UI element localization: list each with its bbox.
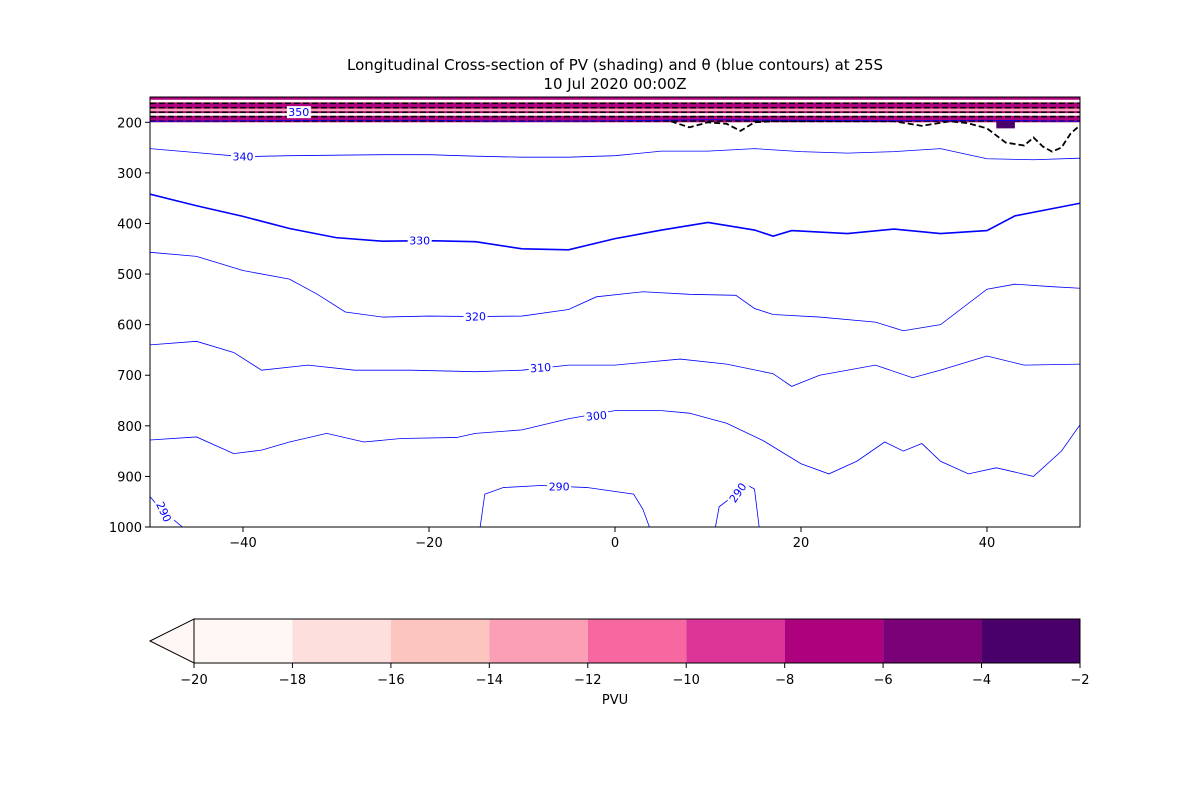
theta-contour-340 [150, 148, 1080, 161]
theta-contour-300 [150, 410, 1080, 477]
colorbar-tick-label: −20 [180, 673, 207, 688]
y-tick-label: 600 [117, 319, 142, 334]
x-tick-label: 40 [979, 536, 996, 551]
colorbar-tick-label: −14 [476, 673, 503, 688]
contour-label-bg [463, 310, 488, 323]
theta-contour-310 [150, 340, 1080, 387]
y-tick-label: 1000 [109, 521, 142, 536]
y-tick-label: 200 [117, 116, 142, 131]
contour-label-330: 330 [409, 235, 430, 248]
y-tick-label: 500 [117, 268, 142, 283]
colorbar-cell [686, 619, 785, 663]
contour-label-bg [583, 408, 609, 423]
contour-label-350: 350 [288, 106, 309, 119]
theta-contour-320 [150, 251, 1080, 332]
y-tick-label: 800 [117, 420, 142, 435]
colorbar-tick-label: −8 [775, 673, 794, 688]
colorbar-cell [883, 619, 982, 663]
contour-label-bg [286, 106, 311, 119]
colorbar-cell [292, 619, 391, 663]
pv-colorbar: −20 −18 −16 −14 −12 −10 −8 −6 −4 −2 PVU [148, 618, 1090, 708]
colorbar-tick-label: −12 [574, 673, 601, 688]
y-tick-label: 300 [117, 167, 142, 182]
contour-label-bg [547, 480, 572, 493]
contour-label-bg [153, 498, 175, 526]
y-tick-label: 700 [117, 369, 142, 384]
theta-contour-330 [150, 193, 1080, 251]
x-axis: −40 −20 0 20 40 [229, 527, 995, 551]
x-tick-label: −20 [415, 536, 442, 551]
colorbar-frame [193, 618, 1081, 664]
colorbar-cell [981, 619, 1080, 663]
colorbar-tick-label: −2 [1070, 673, 1089, 688]
colorbar-tick-label: −18 [279, 673, 306, 688]
colorbar-cell [390, 619, 490, 663]
x-tick-label: 0 [611, 536, 619, 551]
contour-label-bg [528, 360, 553, 375]
contour-label-bg [725, 479, 750, 506]
colorbar-ticks: −20 −18 −16 −14 −12 −10 −8 −6 −4 −2 [180, 663, 1090, 688]
colorbar-tick-label: −16 [377, 673, 404, 688]
colorbar-cell [784, 619, 884, 663]
chart-title-line2: 10 Jul 2020 00:00Z [543, 75, 686, 93]
y-tick-label: 900 [117, 470, 142, 485]
colorbar-tick-label: −10 [673, 673, 700, 688]
colorbar-cell [489, 619, 588, 663]
colorbar-tick-label: −6 [874, 673, 893, 688]
colorbar-cells [148, 618, 1081, 664]
colorbar-cell [194, 619, 293, 663]
theta-contours [150, 119, 1080, 527]
contour-label-290: 290 [549, 481, 570, 494]
x-tick-label: −40 [229, 536, 256, 551]
chart-title-line1: Longitudinal Cross-section of PV (shadin… [347, 56, 883, 74]
contour-label-300: 300 [585, 409, 607, 424]
contour-label-320: 320 [465, 310, 486, 324]
contour-label-bg [231, 150, 255, 163]
colorbar-tick-label: −4 [972, 673, 991, 688]
contour-label-340: 340 [233, 151, 254, 164]
pv-contour-dashed [670, 120, 1080, 153]
x-tick-label: 20 [793, 536, 810, 551]
theta-contour-350 [150, 119, 1080, 122]
pv-cell-strong [996, 120, 1015, 129]
colorbar-label: PVU [602, 693, 628, 708]
contour-label-bg [407, 234, 432, 247]
y-tick-label: 400 [117, 217, 142, 232]
contour-label-310: 310 [530, 361, 552, 375]
y-axis: 200 300 400 500 600 700 800 900 1000 [109, 116, 150, 536]
colorbar-cell [587, 619, 687, 663]
